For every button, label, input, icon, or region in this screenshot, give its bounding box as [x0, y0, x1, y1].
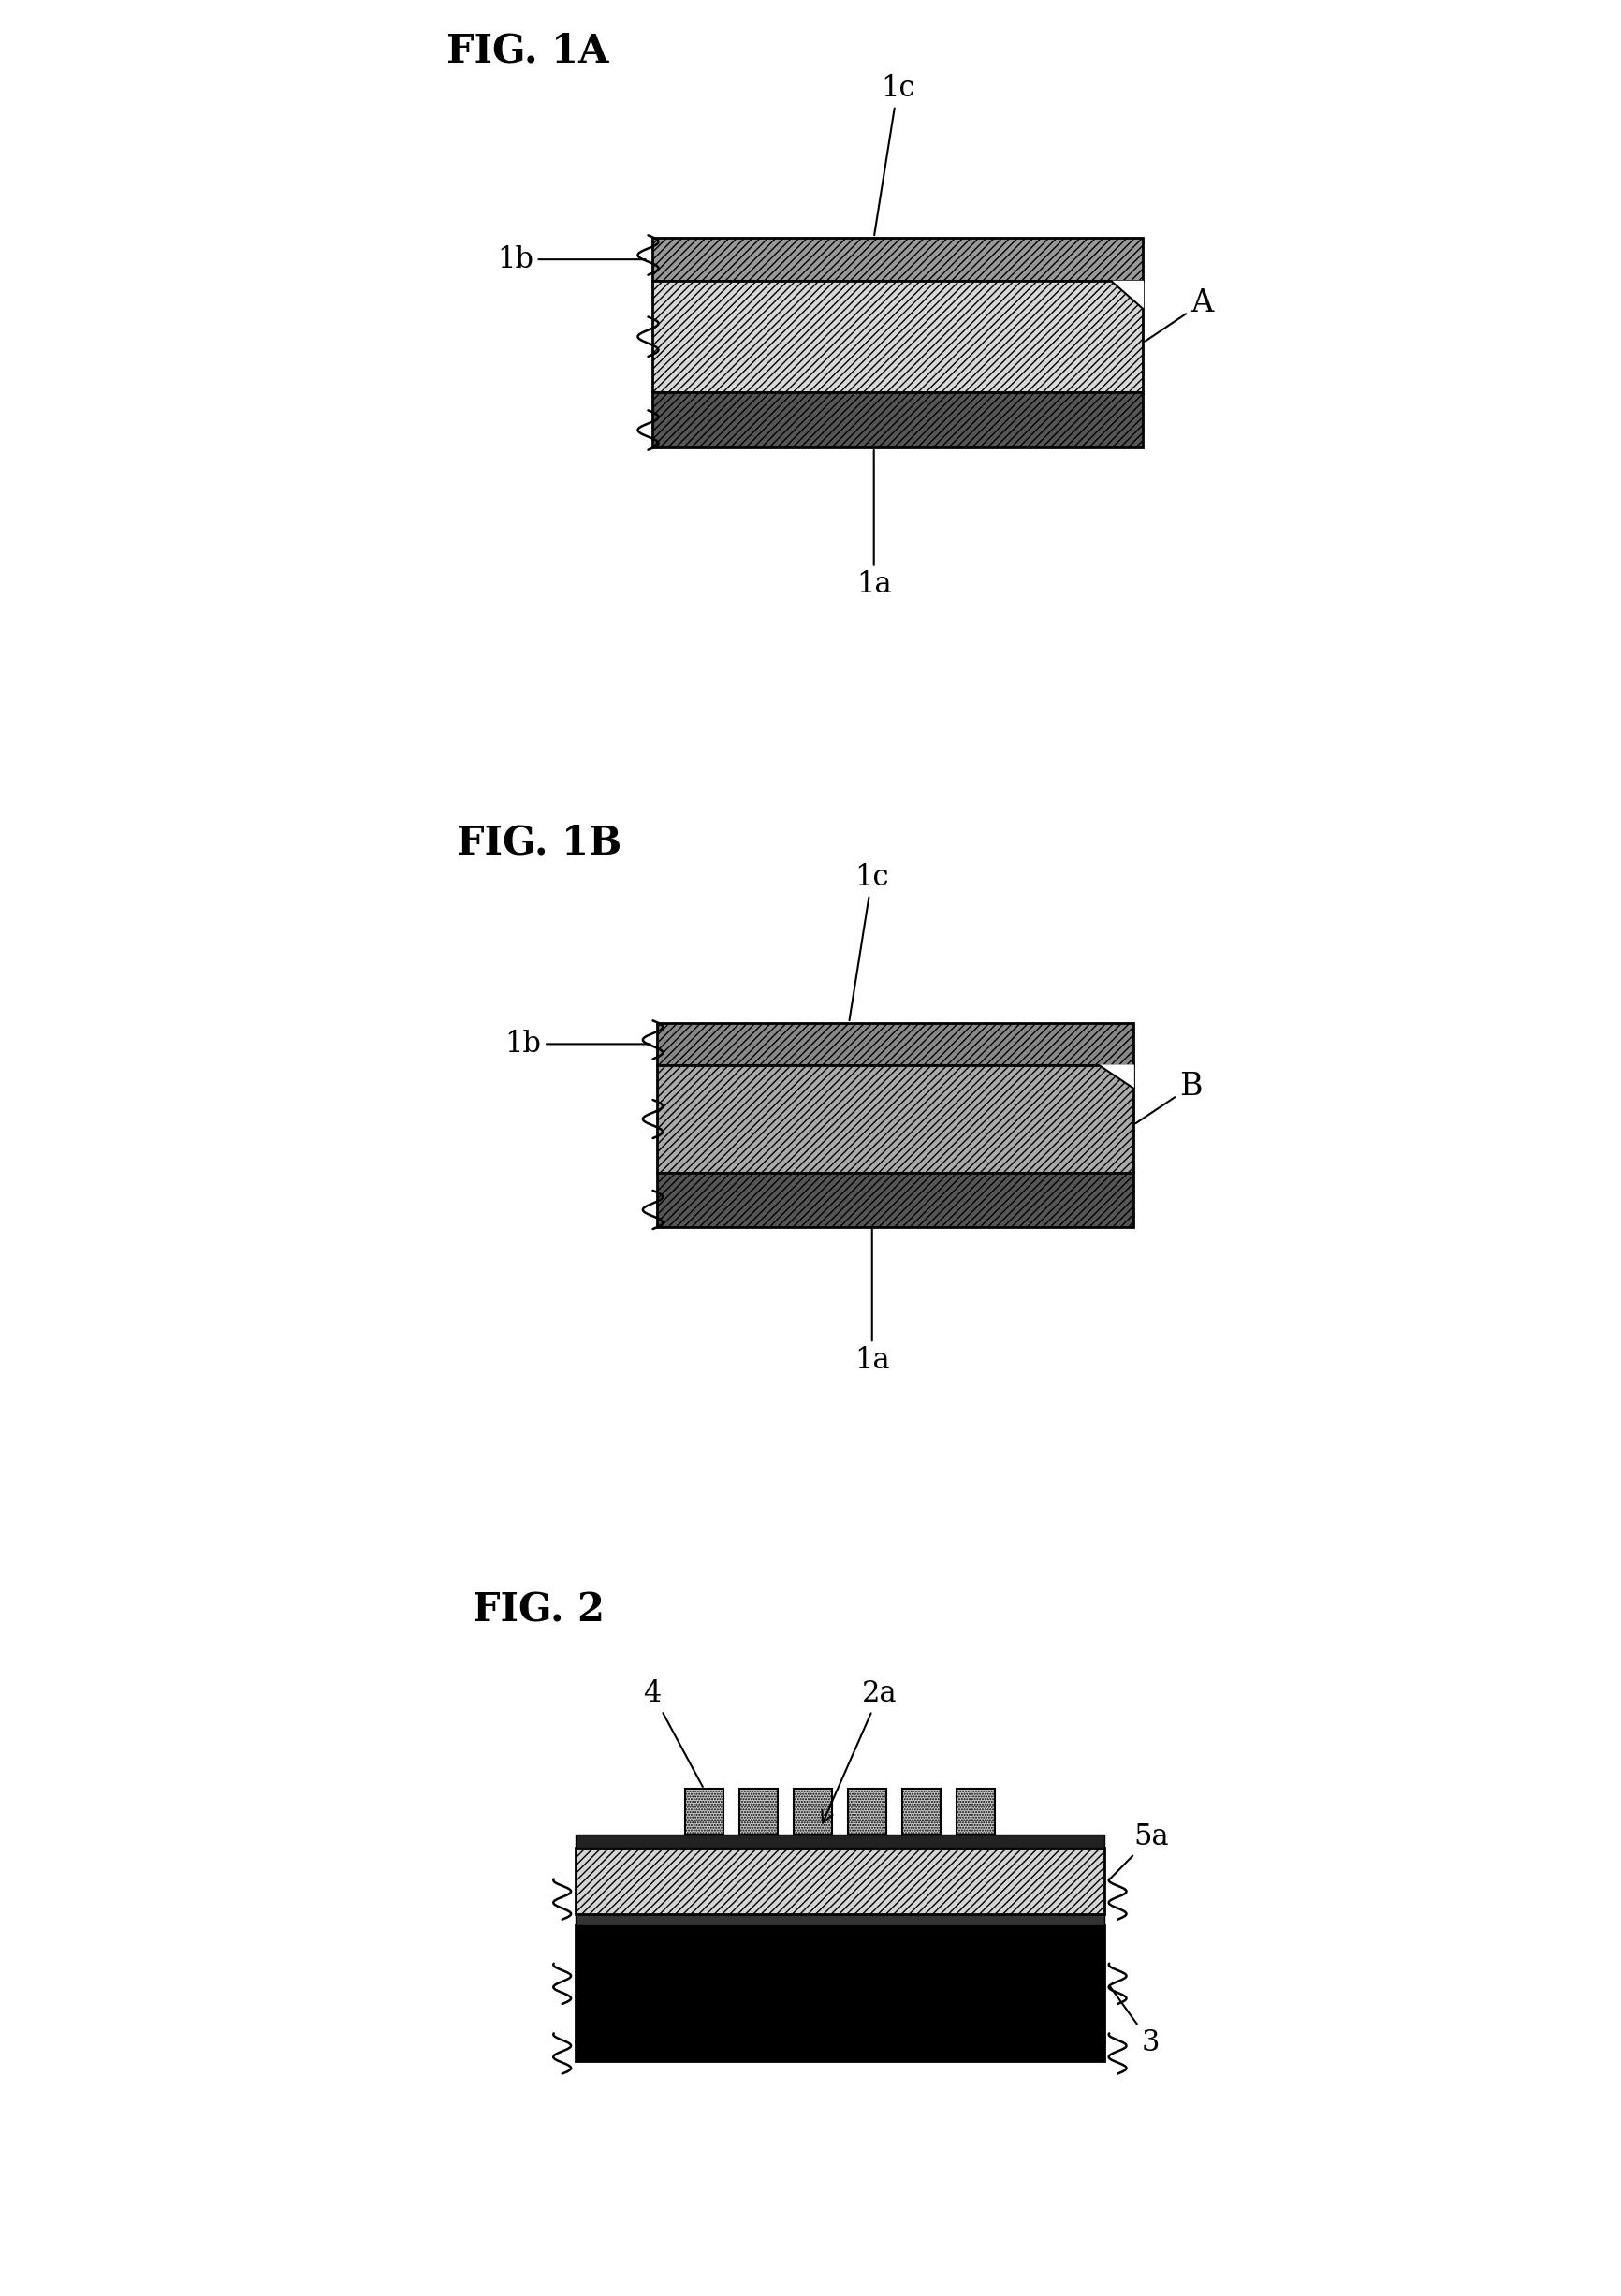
Bar [657, 1173, 1133, 1226]
Text: 1c: 1c [874, 73, 914, 234]
Text: 1a: 1a [854, 1228, 890, 1375]
Polygon shape [1112, 280, 1143, 310]
Bar [575, 2043, 1104, 2062]
Bar [657, 1022, 1133, 1065]
Bar [686, 1789, 723, 1835]
Text: 3: 3 [1109, 1986, 1159, 2057]
Bar [575, 1915, 1104, 1924]
Bar [575, 1924, 1104, 2043]
Text: 1b: 1b [496, 246, 645, 273]
Bar [652, 236, 1143, 280]
Text: 2a: 2a [822, 1678, 896, 1823]
Text: 1a: 1a [856, 450, 892, 599]
Text: 4: 4 [644, 1678, 704, 1786]
Text: A: A [1146, 287, 1214, 342]
Bar [848, 1789, 887, 1835]
Text: FIG. 2: FIG. 2 [473, 1591, 605, 1630]
Text: B: B [1136, 1072, 1203, 1123]
Text: 1b: 1b [504, 1029, 650, 1058]
Bar [657, 1065, 1133, 1173]
Text: FIG. 1A: FIG. 1A [446, 32, 608, 71]
Bar [739, 1789, 778, 1835]
Bar [652, 280, 1143, 393]
Text: 1c: 1c [849, 863, 888, 1019]
Bar [652, 393, 1143, 448]
Bar [903, 1789, 940, 1835]
Polygon shape [1099, 1065, 1133, 1088]
Text: 5a: 5a [1110, 1823, 1169, 1878]
Bar [575, 1848, 1104, 1915]
Bar [794, 1789, 832, 1835]
Bar [956, 1789, 995, 1835]
Bar [575, 1835, 1104, 1848]
Text: FIG. 1B: FIG. 1B [457, 822, 622, 863]
